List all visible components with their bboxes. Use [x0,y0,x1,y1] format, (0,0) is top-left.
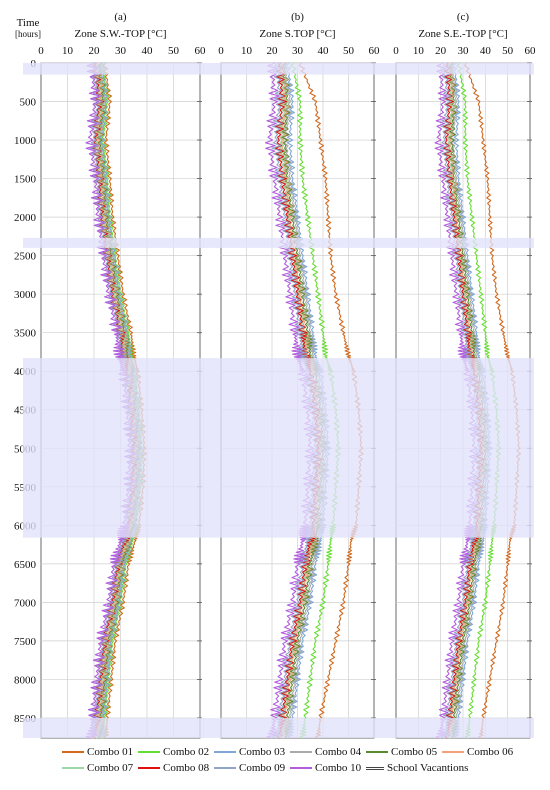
legend-label: Combo 03 [239,746,286,758]
legend-item: Combo 03 [214,745,285,759]
vacation-band [203,358,378,538]
x-tick-label: 40 [142,45,154,57]
legend-label: Combo 08 [163,762,210,774]
y-tick-label: 6500 [14,559,37,571]
panels: (a)Zone S.W.-TOP [°C]0102030405060050010… [14,11,537,739]
y-tick-label: 3000 [14,289,37,301]
legend-swatch [290,767,312,770]
x-tick-label: 20 [89,45,101,57]
panel-title: Zone S.TOP [°C] [259,28,335,40]
legend-swatch [290,751,312,754]
legend-label: School Vacantions [387,762,469,774]
x-tick-label: 30 [292,45,304,57]
legend-swatch [214,767,236,770]
legend-item: Combo 06 [442,745,513,759]
vacation-band [378,358,534,538]
panel-title: Zone S.W.-TOP [°C] [75,28,167,40]
vacation-band [23,237,204,248]
x-tick-label: 60 [525,45,537,57]
y-axis-title: Time [17,17,40,29]
legend-swatch [138,767,160,770]
x-tick-label: 10 [413,45,425,57]
legend-item: Combo 07 [62,761,133,775]
y-tick-label: 1500 [14,174,37,186]
legend-swatch [62,767,84,770]
x-tick-label: 50 [343,45,355,57]
x-tick-label: 30 [458,45,470,57]
x-tick-label: 10 [62,45,74,57]
legend-label: Combo 09 [239,762,286,774]
legend-label: Combo 04 [315,746,362,758]
legend-item-vacations: School Vacantions [366,761,468,775]
panel-letter: (c) [457,11,470,23]
legend: Combo 01 Combo 02 Combo 03 Combo 04 Combo 05… [62,745,542,787]
legend-swatch [366,751,388,754]
panel-3: (c) Zone S.E.-TOP [°C] 0 10 20 30 40 50 60 [378,11,537,739]
legend-swatch [442,751,464,754]
vacation-band [23,358,204,538]
y-tick-label: 7000 [14,597,37,609]
x-tick-label: 60 [195,45,207,57]
vacation-band [203,63,378,75]
legend-item: Combo 01 [62,745,133,759]
legend-swatch [366,766,384,770]
x-tick-label: 0 [393,45,399,57]
x-tick-label: 0 [38,45,44,57]
legend-swatch [138,751,160,754]
x-tick-label: 30 [115,45,127,57]
y-tick-label: 500 [20,97,37,109]
y-tick-label: 8000 [14,674,37,686]
vacation-band [378,717,534,738]
x-tick-label: 20 [435,45,447,57]
panel-title: Zone S.E.-TOP [°C] [418,28,507,40]
legend-swatch [62,751,84,754]
x-tick-label: 50 [502,45,514,57]
panel-letter: (b) [291,11,304,23]
vacation-band [23,63,204,75]
panel-letter: (a) [114,11,127,23]
legend-item: Combo 09 [214,761,285,775]
vacation-band [378,63,534,75]
vacation-band [203,237,378,248]
x-tick-label: 40 [480,45,492,57]
legend-label: Combo 07 [87,762,134,774]
vacation-band [378,237,534,248]
legend-label: Combo 02 [163,746,210,758]
y-tick-label: 2500 [14,251,37,263]
legend-label: Combo 01 [87,746,134,758]
legend-item: Combo 05 [366,745,437,759]
x-tick-label: 10 [241,45,253,57]
panel-1: (a)Zone S.W.-TOP [°C]0102030405060050010… [14,11,207,739]
legend-label: Combo 10 [315,762,362,774]
vacation-band [203,717,378,738]
legend-item: Combo 02 [138,745,209,759]
legend-item: Combo 10 [290,761,361,775]
legend-item: Combo 08 [138,761,209,775]
legend-label: Combo 05 [391,746,438,758]
x-tick-label: 0 [218,45,224,57]
vacation-band [23,717,204,738]
legend-item: Combo 04 [290,745,361,759]
y-tick-label: 7500 [14,636,37,648]
panel-2: (b) Zone S.TOP [°C] 0 10 20 30 40 50 60 [203,11,381,739]
legend-label: Combo 06 [467,746,514,758]
x-tick-label: 60 [369,45,381,57]
legend-swatch [214,751,236,754]
y-tick-label: 3500 [14,328,37,340]
x-tick-label: 20 [267,45,279,57]
x-tick-label: 50 [168,45,180,57]
y-tick-label: 1000 [14,135,37,147]
y-axis-unit: [hours] [15,29,41,39]
x-tick-label: 40 [318,45,330,57]
y-tick-label: 2000 [14,212,37,224]
